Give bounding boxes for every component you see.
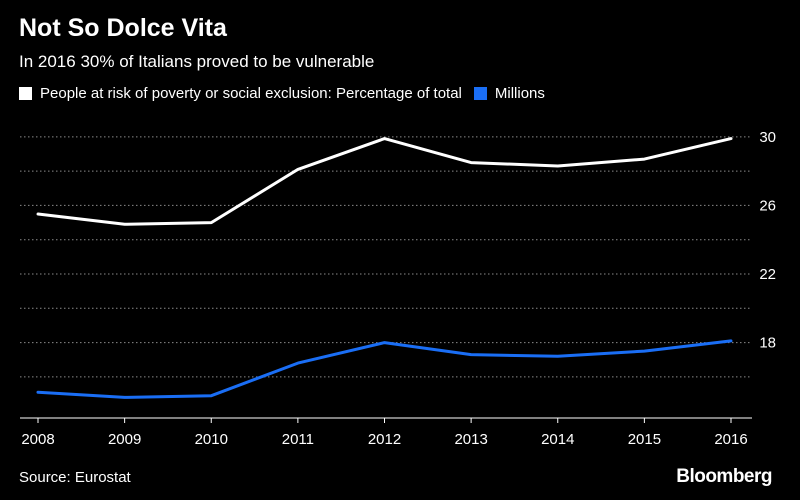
chart-subtitle: In 2016 30% of Italians proved to be vul… — [19, 52, 375, 71]
legend: People at risk of poverty or social excl… — [19, 85, 557, 102]
legend-item-percentage: People at risk of poverty or social excl… — [19, 85, 462, 102]
y-tick-label: 26 — [759, 197, 776, 214]
chart-title: Not So Dolce Vita — [19, 14, 227, 42]
x-tick-label: 2013 — [454, 431, 487, 448]
x-tick-label: 2011 — [282, 431, 314, 448]
y-tick-label: 22 — [759, 266, 776, 283]
x-tick-label: 2014 — [541, 431, 574, 448]
legend-label-percentage: People at risk of poverty or social excl… — [40, 85, 462, 102]
series-line-millions — [36, 339, 733, 399]
legend-label-millions: Millions — [494, 85, 545, 102]
y-tick-label: 30 — [759, 129, 776, 146]
source-note: Source: Eurostat — [19, 469, 131, 486]
x-tick-label: 2012 — [368, 431, 401, 448]
x-tick-label: 2008 — [21, 431, 54, 448]
series-line-percentage — [36, 137, 733, 226]
x-tick-label: 2009 — [108, 431, 141, 448]
legend-swatch-millions — [473, 87, 487, 100]
x-tick-label: 2015 — [628, 431, 661, 448]
x-tick-label: 2016 — [714, 431, 747, 448]
legend-item-millions: Millions — [473, 85, 545, 102]
y-tick-label: 18 — [759, 335, 776, 352]
x-tick-label: 2010 — [195, 431, 228, 448]
brand-logo: Bloomberg — [676, 466, 772, 487]
legend-swatch-percentage — [19, 87, 32, 100]
